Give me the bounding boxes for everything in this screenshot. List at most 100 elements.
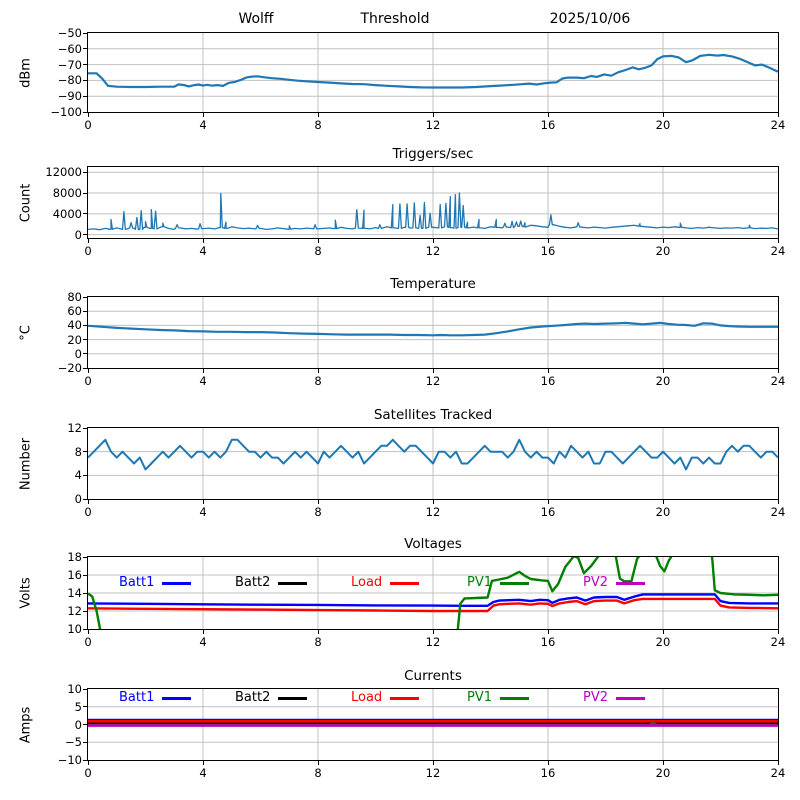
header-station-name: Wolff	[238, 11, 274, 27]
legend-label-Batt1: Batt1	[119, 690, 155, 705]
triggers-x-tick-mark	[547, 239, 549, 243]
voltages-title: Voltages	[404, 536, 462, 552]
rssi-x-tick-mark	[87, 113, 89, 117]
legend-item-PV2: PV2	[583, 576, 646, 590]
voltages-x-tick-mark	[547, 630, 549, 634]
header-threshold-label: Threshold	[360, 11, 430, 27]
legend-swatch-Batt2	[278, 581, 308, 585]
voltages-chart-svg	[88, 557, 778, 629]
header-date: 2025/10/06	[549, 11, 631, 27]
temperature-x-tick-mark	[547, 369, 549, 373]
triggers-plot-area	[87, 166, 779, 239]
voltages-x-tick-label: 12	[425, 635, 441, 649]
legend-label-Batt2: Batt2	[235, 690, 271, 705]
triggers-x-tick-mark	[87, 239, 89, 243]
currents-plot-area	[87, 688, 779, 761]
temperature-y-tick-mark	[83, 310, 87, 312]
satellites-series-sats	[88, 438, 778, 471]
currents-y-tick-mark	[83, 724, 87, 726]
voltages-x-tick-mark	[432, 630, 434, 634]
rssi-x-tick-label: 8	[314, 118, 322, 132]
currents-y-tick-mark	[83, 706, 87, 708]
triggers-x-tick-label: 16	[540, 244, 556, 258]
triggers-y-tick-label: 8000	[52, 186, 82, 200]
rssi-x-tick-label: 16	[540, 118, 556, 132]
temperature-y-tick-mark	[83, 353, 87, 355]
legend-item-PV1: PV1	[467, 575, 530, 590]
legend-item-Batt1: Batt1	[119, 690, 192, 705]
temperature-x-tick-mark	[777, 369, 779, 373]
legend-swatch-Batt1	[162, 696, 192, 700]
satellites-y-tick-mark	[83, 427, 87, 429]
temperature-x-tick-label: 4	[199, 374, 207, 388]
voltages-y-tick-mark	[83, 610, 87, 612]
voltages-series-Load	[88, 597, 778, 613]
rssi-x-tick-label: 24	[770, 118, 786, 132]
legend-item-PV2: PV2	[583, 691, 646, 705]
triggers-y-tick-label: 0	[74, 227, 82, 242]
currents-x-tick-label: 4	[199, 766, 207, 780]
legend-label-Batt2: Batt2	[235, 575, 271, 590]
satellites-chart-svg	[88, 428, 778, 499]
satellites-y-tick-label: 0	[74, 492, 82, 506]
currents-x-tick-label: 24	[770, 766, 786, 780]
voltages-y-tick-label: 18	[67, 550, 82, 564]
voltages-y-tick-label: 12	[67, 604, 82, 618]
rssi-y-tick-mark	[83, 32, 87, 34]
satellites-x-tick-label: 4	[199, 505, 207, 519]
triggers-series-count	[88, 192, 778, 231]
satellites-y-tick-mark	[83, 451, 87, 453]
temperature-y-tick-label: 60	[67, 304, 82, 319]
currents-title: Currents	[404, 668, 462, 684]
voltages-x-tick-mark	[777, 630, 779, 634]
triggers-x-tick-mark	[777, 239, 779, 243]
satellites-x-tick-mark	[432, 500, 434, 504]
rssi-y-tick-mark	[83, 111, 87, 113]
triggers-x-tick-label: 12	[425, 244, 441, 258]
temperature-x-tick-mark	[432, 369, 434, 373]
legend-swatch-PV2	[616, 696, 646, 700]
currents-x-tick-mark	[777, 761, 779, 765]
rssi-chart-svg	[88, 33, 778, 112]
currents-chart-svg	[88, 689, 778, 760]
temperature-series-temp	[88, 321, 778, 337]
legend-label-Load: Load	[351, 690, 383, 705]
voltages-x-tick-mark	[202, 630, 204, 634]
rssi-series-signal	[88, 53, 778, 89]
satellites-x-tick-mark	[547, 500, 549, 504]
voltages-x-tick-label: 4	[199, 635, 207, 649]
legend-item-Batt2: Batt2	[235, 575, 308, 590]
rssi-y-tick-label: −80	[57, 73, 82, 88]
legend-item-Load: Load	[351, 690, 420, 705]
legend-swatch-Load	[390, 581, 420, 585]
temperature-y-tick-mark	[83, 367, 87, 369]
currents-x-tick-label: 8	[314, 766, 322, 780]
triggers-x-tick-mark	[432, 239, 434, 243]
currents-y-tick-mark	[83, 741, 87, 743]
voltages-series-Batt1	[88, 593, 778, 607]
temperature-x-tick-label: 0	[84, 374, 92, 388]
currents-x-tick-mark	[662, 761, 664, 765]
currents-x-tick-label: 12	[425, 766, 441, 780]
temperature-y-tick-label: 40	[67, 318, 82, 333]
currents-y-tick-mark	[83, 759, 87, 761]
satellites-y-tick-mark	[83, 498, 87, 500]
satellites-plot-area	[87, 427, 779, 500]
satellites-y-tick-label: 4	[74, 468, 82, 483]
voltages-x-tick-label: 16	[540, 635, 556, 649]
temperature-title: Temperature	[390, 276, 476, 292]
triggers-y-tick-mark	[83, 234, 87, 236]
satellites-x-tick-mark	[87, 500, 89, 504]
voltages-y-tick-label: 10	[67, 622, 82, 636]
currents-y-tick-mark	[83, 688, 87, 690]
satellites-x-tick-label: 12	[425, 505, 441, 519]
legend-item-PV1: PV1	[467, 691, 530, 705]
temperature-y-tick-mark	[83, 339, 87, 341]
temperature-x-tick-label: 8	[314, 374, 322, 388]
legend-label-PV1: PV1	[467, 575, 493, 590]
rssi-y-tick-mark	[83, 95, 87, 97]
triggers-x-tick-mark	[202, 239, 204, 243]
rssi-x-tick-mark	[202, 113, 204, 117]
currents-y-tick-label: 0	[74, 717, 82, 732]
